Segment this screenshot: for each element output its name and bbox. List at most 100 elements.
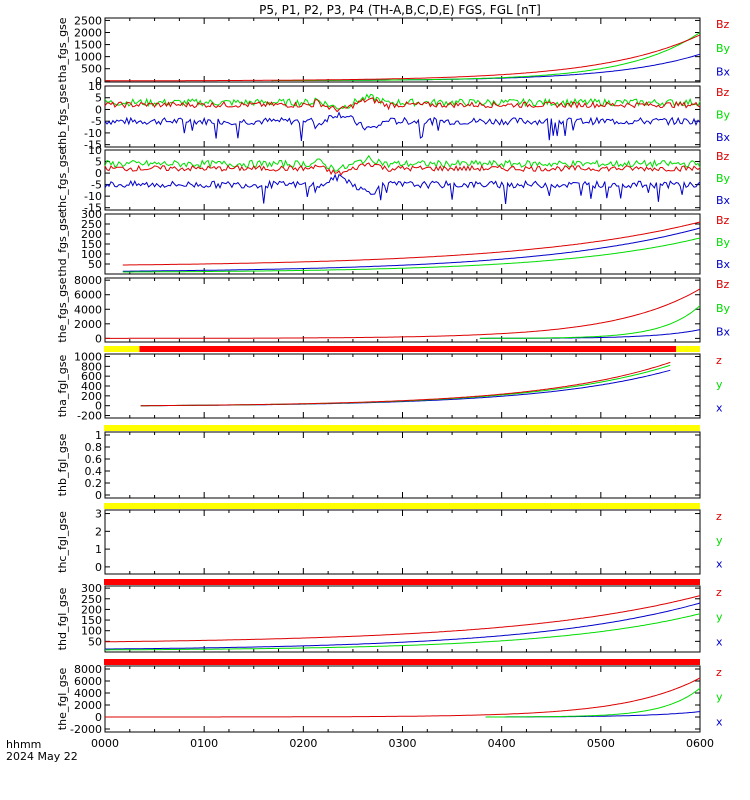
y-axis-label: thd_fgs_gse xyxy=(56,211,69,277)
y-tick-label: 0 xyxy=(95,489,102,502)
y-axis-label: thb_fgs_gse xyxy=(56,84,69,150)
y-tick-label: 5 xyxy=(95,156,102,169)
y-tick-label: 300 xyxy=(81,582,102,595)
y-tick-label: 1000 xyxy=(74,51,102,64)
y-tick-label: -5 xyxy=(91,179,102,192)
y-tick-label: 8000 xyxy=(74,663,102,676)
y-tick-label: 150 xyxy=(81,238,102,251)
status-bar-4 xyxy=(104,659,700,665)
panel-frame xyxy=(104,509,701,575)
series-line-Bz xyxy=(122,221,701,266)
y-axis-label: thd_fgl_gse xyxy=(56,587,69,650)
legend-Bz: Bz xyxy=(716,278,730,291)
panel-frame xyxy=(104,149,701,211)
x-tick-label: 0500 xyxy=(587,737,615,750)
panel-frame xyxy=(104,353,701,419)
y-tick-label: 0 xyxy=(95,75,102,88)
series-line-By xyxy=(122,237,701,273)
series-line-Bx xyxy=(104,173,701,204)
x-tick-label: 0200 xyxy=(289,737,317,750)
status-bar-0 xyxy=(676,346,700,352)
y-tick-label: 0.8 xyxy=(85,441,103,454)
status-bar-1 xyxy=(104,425,700,431)
legend-By: By xyxy=(716,42,731,55)
series-line-Bz xyxy=(104,162,701,176)
legend-Bx: Bx xyxy=(716,258,731,271)
x-tick-label: 0100 xyxy=(190,737,218,750)
series-line-Bz xyxy=(105,34,701,82)
legend-Bz: Bz xyxy=(716,214,730,227)
series-line-x xyxy=(105,602,701,650)
x-tick-label: 0600 xyxy=(686,737,714,750)
y-tick-label: 400 xyxy=(81,380,102,393)
y-tick-label: 5 xyxy=(95,92,102,105)
legend-z: z xyxy=(716,666,722,679)
x-tick-label: 0300 xyxy=(389,737,417,750)
series-line-By xyxy=(479,305,701,339)
y-tick-label: -10 xyxy=(84,127,102,140)
legend-By: By xyxy=(716,236,731,249)
legend-Bx: Bx xyxy=(716,131,731,144)
y-tick-label: 50 xyxy=(88,635,102,648)
legend-x: x xyxy=(716,715,723,728)
panel-frame xyxy=(104,431,701,499)
y-tick-label: -2000 xyxy=(70,723,102,736)
legend-x: x xyxy=(716,558,723,571)
y-tick-label: 0 xyxy=(95,400,102,413)
y-tick-label: 200 xyxy=(81,390,102,403)
y-tick-label: 0 xyxy=(95,103,102,116)
legend-y: y xyxy=(716,611,723,624)
legend-z: z xyxy=(716,510,722,523)
y-tick-label: -200 xyxy=(77,410,102,423)
y-tick-label: -5 xyxy=(91,115,102,128)
legend-By: By xyxy=(716,302,731,315)
y-tick-label: 4000 xyxy=(74,303,102,316)
y-tick-label: 1500 xyxy=(74,39,102,52)
legend-Bz: Bz xyxy=(716,86,730,99)
y-axis-label: tha_fgs_gse xyxy=(56,17,69,82)
panel-frame xyxy=(104,277,701,343)
legend-Bx: Bx xyxy=(716,326,731,339)
y-tick-label: 6000 xyxy=(74,289,102,302)
legend-x: x xyxy=(716,402,723,415)
legend-By: By xyxy=(716,172,731,185)
y-axis-label: thc_fgs_gse xyxy=(56,148,69,213)
y-tick-label: 1 xyxy=(95,429,102,442)
series-line-z xyxy=(105,677,701,718)
plot-title: P5, P1, P2, P3, P4 (TH-A,B,C,D,E) FGS, F… xyxy=(259,3,541,17)
series-line-Bz xyxy=(104,97,701,113)
y-tick-label: 6000 xyxy=(74,675,102,688)
series-line-Bx xyxy=(104,111,701,141)
footer-hhmm: hhmm xyxy=(6,738,41,751)
y-tick-label: 600 xyxy=(81,370,102,383)
y-tick-label: 3 xyxy=(95,508,102,521)
y-tick-label: 0 xyxy=(95,167,102,180)
y-tick-label: 0.2 xyxy=(85,477,103,490)
series-line-By xyxy=(271,32,701,82)
status-bar-0 xyxy=(139,346,677,352)
y-tick-label: 1 xyxy=(95,543,102,556)
legend-y: y xyxy=(716,534,723,547)
legend-z: z xyxy=(716,586,722,599)
y-axis-label: the_fgl_gse xyxy=(56,668,69,731)
y-tick-label: 10 xyxy=(88,144,102,157)
series-line-z xyxy=(105,595,701,643)
series-line-Bz xyxy=(105,288,701,339)
y-tick-label: 150 xyxy=(81,614,102,627)
y-tick-label: 200 xyxy=(81,228,102,241)
y-tick-label: 500 xyxy=(81,63,102,76)
legend-Bx: Bx xyxy=(716,194,731,207)
legend-Bz: Bz xyxy=(716,150,730,163)
series-line-Bx xyxy=(271,53,701,82)
y-tick-label: -15 xyxy=(84,202,102,215)
status-bar-0 xyxy=(104,346,140,352)
series-line-x xyxy=(485,711,701,718)
